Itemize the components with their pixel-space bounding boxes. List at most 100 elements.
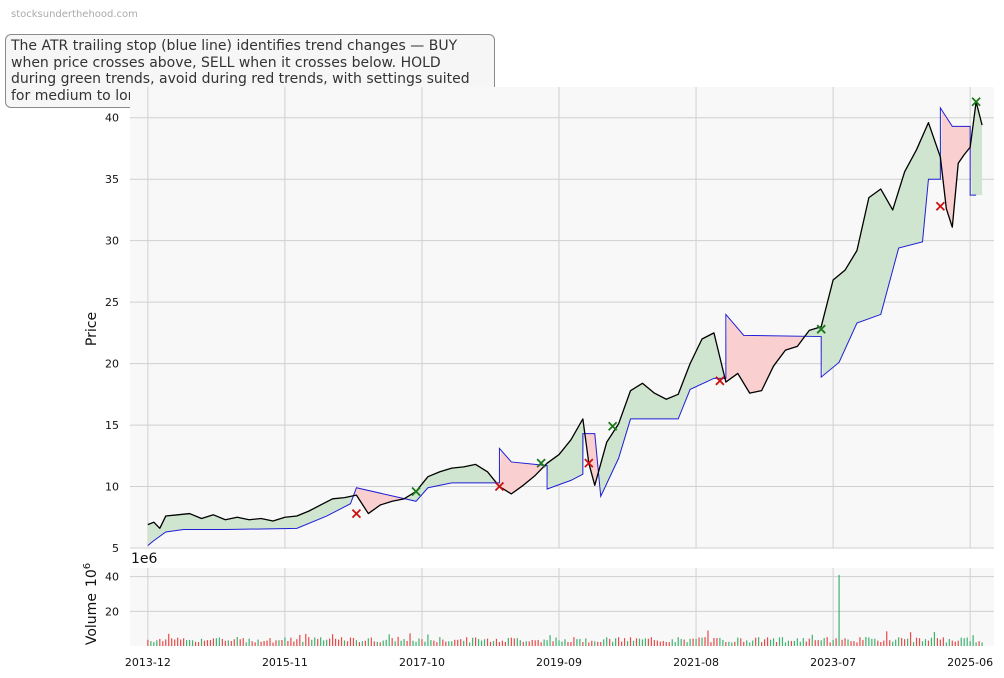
volume-bar — [504, 641, 506, 646]
volume-bar — [909, 632, 912, 646]
volume-bar — [197, 642, 200, 646]
volume-bar — [257, 639, 259, 646]
sell-signal-marker — [935, 201, 946, 211]
volume-bar — [448, 641, 450, 646]
volume-bar — [927, 640, 930, 646]
volume-bar — [334, 638, 337, 646]
volume-bar — [677, 637, 679, 646]
volume-bar — [954, 641, 956, 646]
volume-bar — [662, 641, 664, 646]
volume-bar — [695, 638, 697, 646]
signal-markers — [351, 97, 981, 519]
volume-bar — [918, 638, 921, 646]
volume-bar — [865, 637, 867, 646]
buy-signal-marker-stroke-b — [971, 97, 981, 107]
volume-bar — [162, 641, 164, 646]
volume-bar — [183, 638, 185, 646]
volume-bar — [653, 640, 655, 646]
volume-bar — [963, 638, 965, 646]
volume-bar — [641, 639, 644, 646]
volume-bar — [227, 640, 229, 646]
volume-bar — [850, 641, 852, 646]
buy-signal-marker — [411, 486, 421, 497]
volume-bar — [644, 638, 647, 646]
x-tick-label: 2019-09 — [536, 656, 582, 669]
volume-bar — [781, 637, 784, 646]
volume-bar — [388, 634, 390, 646]
volume-bar — [305, 633, 307, 646]
volume-bar — [763, 639, 766, 646]
volume-bar — [406, 641, 408, 646]
uptrend-fill — [971, 101, 983, 196]
volume-bar — [880, 641, 882, 646]
volume-axis-label: Volume 106 — [82, 563, 100, 645]
volume-bar — [606, 637, 608, 646]
volume-bar — [716, 638, 718, 646]
buy-signal-marker — [536, 458, 546, 468]
sell-signal-marker-stroke-b — [715, 376, 725, 386]
volume-bar — [394, 641, 396, 646]
volume-bar — [892, 641, 894, 646]
price-tick-label: 40 — [105, 112, 119, 125]
volume-bar — [436, 642, 438, 646]
uptrend-fill — [545, 418, 586, 489]
volume-bar — [302, 641, 304, 646]
volume-bar — [212, 638, 215, 646]
volume-bar — [674, 642, 676, 646]
price-tick-label: 25 — [105, 296, 119, 309]
volume-bar — [397, 636, 399, 646]
volume-bar — [165, 639, 167, 646]
volume-offset-text: 1e6 — [131, 551, 158, 567]
volume-bar — [206, 640, 209, 646]
volume-bar — [540, 642, 542, 646]
volume-tick-label: 20 — [105, 605, 119, 618]
volume-bar — [847, 639, 849, 646]
volume-bar — [656, 640, 658, 646]
volume-bar — [391, 638, 393, 646]
volume-bar — [379, 642, 381, 646]
volume-bar — [817, 640, 819, 646]
volume-bar — [528, 641, 530, 646]
volume-bar — [475, 637, 477, 646]
volume-bar — [460, 639, 462, 646]
volume-bar — [734, 641, 736, 646]
volume-bar — [433, 640, 435, 646]
volume-bar — [230, 640, 232, 646]
volume-bar — [364, 640, 366, 646]
volume-bar — [915, 637, 918, 646]
volume-bar — [498, 642, 501, 646]
volume-bar — [171, 638, 173, 646]
volume-bar — [537, 640, 539, 646]
volume-bar — [412, 640, 414, 646]
volume-bar — [924, 639, 927, 646]
volume-bar — [549, 635, 551, 646]
volume-bar — [731, 642, 733, 646]
volume-bar — [367, 638, 369, 646]
volume-bar — [266, 640, 268, 646]
volume-bar — [820, 640, 822, 646]
volume-bar — [790, 640, 793, 646]
volume-bar — [778, 637, 781, 646]
volume-bar — [233, 639, 235, 646]
volume-bar — [486, 638, 489, 646]
volume-axis-label-text: Volume — [84, 593, 100, 645]
volume-bar — [293, 641, 295, 646]
volume-bar — [409, 633, 411, 646]
volume-bar — [299, 634, 301, 646]
volume-bar — [868, 637, 870, 646]
volume-bar — [382, 640, 384, 646]
volume-bar — [772, 638, 775, 646]
volume-bar — [576, 639, 578, 646]
volume-bar — [507, 638, 509, 646]
volume-bar — [552, 641, 554, 646]
downtrend-fill — [941, 110, 972, 228]
volume-bar — [430, 640, 432, 646]
volume-bar — [969, 641, 971, 646]
volume-bars — [147, 574, 983, 646]
x-tick-label: 2025-06 — [947, 656, 993, 669]
volume-bar — [719, 637, 721, 646]
volume-bar — [904, 639, 906, 646]
volume-bar — [340, 637, 343, 646]
buy-signal-marker-stroke-b — [608, 421, 618, 431]
